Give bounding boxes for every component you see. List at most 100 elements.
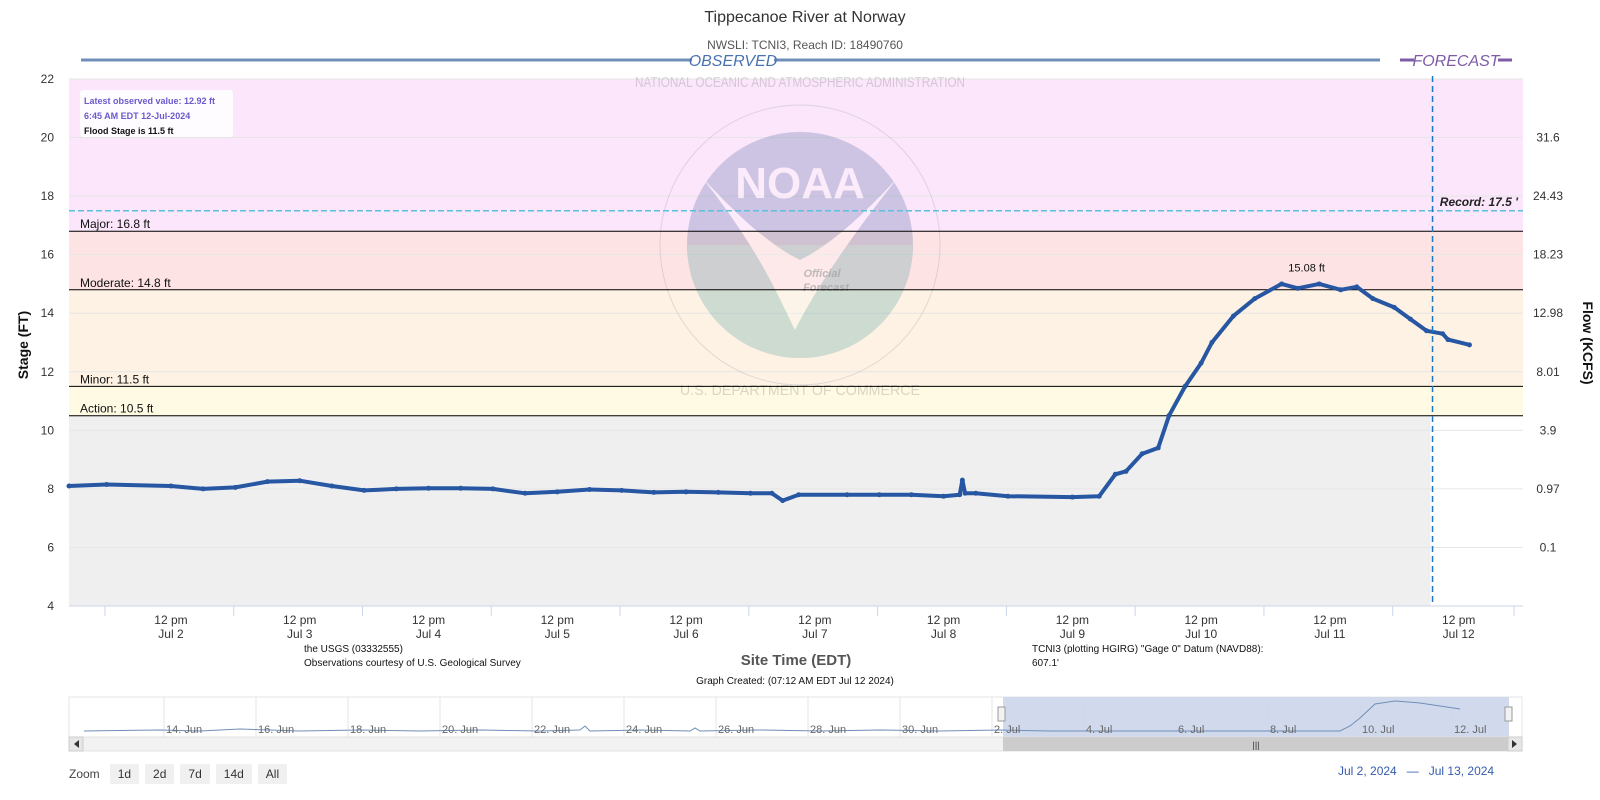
zoom-1d-button[interactable]: 1d: [109, 764, 140, 784]
observed-point: [1155, 445, 1161, 451]
x-tick-time: 12 pm: [412, 613, 445, 627]
x-tick-date: Jul 12: [1443, 627, 1475, 641]
y-tick-label: 4: [47, 599, 54, 613]
zoom-2d-button[interactable]: 2d: [145, 764, 175, 784]
x-tick-date: Jul 6: [673, 627, 699, 641]
observed-point: [1182, 383, 1188, 389]
observed-point: [393, 486, 399, 492]
date-range-display: Jul 2, 2024 — Jul 13, 2024: [1338, 764, 1494, 778]
navigator-date-label: 4. Jul: [1086, 724, 1112, 736]
x-tick-time: 12 pm: [283, 613, 316, 627]
observed-point: [1440, 331, 1446, 337]
observed-point: [844, 492, 850, 498]
observed-point: [1338, 287, 1344, 293]
x-tick-date: Jul 4: [416, 627, 442, 641]
x-tick-date: Jul 11: [1314, 627, 1345, 641]
band-minor: [69, 289, 1523, 387]
navigator-date-label: 16. Jun: [258, 724, 294, 736]
x-axis-title: Site Time (EDT): [741, 652, 852, 669]
navigator-date-label: 14. Jun: [166, 724, 202, 736]
range-to[interactable]: Jul 13, 2024: [1428, 764, 1495, 778]
observed-point: [1295, 285, 1301, 291]
watermark-disc-bottom: [687, 245, 913, 358]
graph-created-note: Graph Created: (07:12 AM EDT Jul 12 2024…: [696, 676, 894, 687]
observed-point: [1005, 493, 1011, 499]
observed-point: [1112, 471, 1118, 477]
observed-point: [1445, 337, 1451, 343]
watermark-logo-text: NOAA: [735, 159, 865, 208]
observed-point: [1424, 328, 1430, 334]
navigator-date-label: 28. Jun: [810, 724, 846, 736]
scrollbar[interactable]: |||: [68, 736, 1523, 752]
y-tick-label: 10: [41, 423, 55, 437]
observed-point: [973, 490, 979, 496]
scrollbar-grip-icon: |||: [1252, 740, 1259, 750]
observed-point: [715, 489, 721, 495]
usgs-note-2: Observations courtesy of U.S. Geological…: [304, 658, 521, 669]
navigator[interactable]: 14. Jun 16. Jun 18. Jun 20. Jun 22. Jun 24. J…: [68, 696, 1523, 738]
observed-point: [232, 484, 238, 490]
observed-point: [1370, 296, 1376, 302]
observed-point: [1166, 413, 1172, 419]
category-label-minor: Minor: 11.5 ft: [80, 372, 150, 386]
datum-note-2: 607.1': [1032, 658, 1059, 669]
scrollbar-thumb[interactable]: [1003, 737, 1509, 751]
y-axis-right-title: Flow (KCFS): [1580, 301, 1596, 384]
y-tick-label: 12: [41, 365, 55, 379]
navigator-series: [83, 700, 1461, 732]
zoom-all-button[interactable]: All: [257, 764, 288, 784]
y-axis-title: Stage (FT): [15, 311, 31, 379]
observed-point: [1230, 313, 1236, 319]
observed-point: [957, 492, 963, 498]
observed-point: [1316, 281, 1322, 287]
navigator-date-label: 8. Jul: [1270, 724, 1296, 736]
zoom-14d-button[interactable]: 14d: [215, 764, 252, 784]
range-from[interactable]: Jul 2, 2024: [1338, 764, 1397, 778]
x-tick-date: Jul 3: [287, 627, 313, 641]
forecast-label: FORECAST: [1412, 53, 1500, 70]
latest-value-box: Latest observed value: 12.92 ft 6:45 AM …: [80, 90, 233, 137]
observed-point: [651, 489, 657, 495]
band-action: [69, 386, 1523, 416]
x-tick-time: 12 pm: [798, 613, 831, 627]
band-normal: [69, 415, 1431, 606]
observed-point: [1407, 316, 1413, 322]
x-tick-time: 12 pm: [1313, 613, 1346, 627]
watermark-ring-bottom: U.S. DEPARTMENT OF COMMERCE: [680, 382, 920, 399]
usgs-note-1: the USGS (03332555): [304, 644, 403, 655]
zoom-7d-button[interactable]: 7d: [180, 764, 210, 784]
record-label: Record: 17.5 ': [1440, 195, 1519, 209]
navigator-date-label: 22. Jun: [534, 724, 570, 736]
navigator-handle-right[interactable]: [1504, 706, 1513, 722]
gull-icon: [700, 175, 900, 330]
x-tick-date: Jul 5: [545, 627, 571, 641]
observed-point: [1391, 304, 1397, 310]
right-axis-ticks: 0.1 0.97 3.9 8.01 12.98 18.23 24.43 31.6: [1533, 131, 1563, 555]
observed-point: [769, 490, 775, 496]
band-moderate: [69, 231, 1523, 290]
right-tick-label: 18.23: [1533, 248, 1563, 262]
x-tick-time: 12 pm: [1442, 613, 1475, 627]
x-tick-time: 12 pm: [669, 613, 702, 627]
right-tick-label: 12.98: [1533, 306, 1563, 320]
navigator-date-label: 10. Jul: [1362, 724, 1394, 736]
navigator-handle-left[interactable]: [997, 706, 1006, 722]
observed-point: [265, 479, 271, 485]
observed-point: [104, 481, 110, 487]
datum-note-1: TCNI3 (plotting HGIRG) "Gage 0" Datum (N…: [1032, 644, 1263, 655]
noaa-watermark: NOAA NATIONAL OCEANIC AND ATMOSPHERIC AD…: [635, 74, 965, 399]
observed-point: [586, 486, 592, 492]
x-tick-time: 12 pm: [154, 613, 187, 627]
observed-point: [683, 489, 689, 495]
observed-point: [425, 485, 431, 491]
observed-point: [1466, 342, 1472, 348]
watermark-disc-top: [687, 132, 913, 358]
observed-point: [941, 493, 947, 499]
x-tick-date: Jul 10: [1185, 627, 1217, 641]
flood-bands: [69, 79, 1523, 606]
observed-point: [747, 490, 753, 496]
official-stamp-1: Official: [803, 268, 841, 280]
y-axis-ticks: 4 6 8 10 12 14 16 18 20 22: [41, 72, 55, 613]
y-tick-label: 22: [41, 72, 55, 86]
observed-point: [1209, 340, 1215, 345]
